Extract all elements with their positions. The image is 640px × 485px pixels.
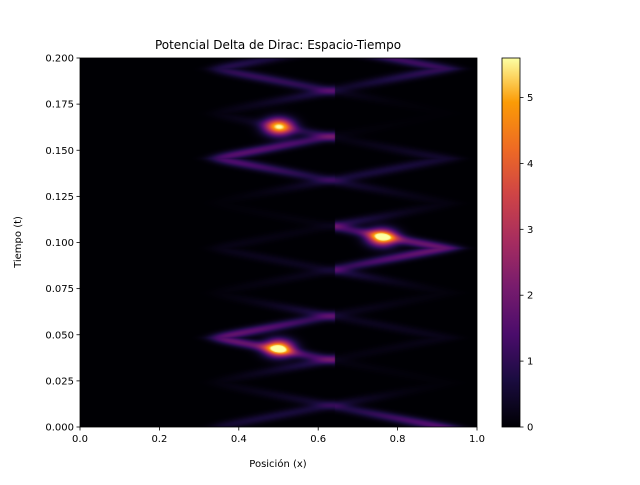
heatmap-image	[80, 58, 477, 427]
y-tick-label: 0.125	[45, 192, 74, 203]
x-tick-label: 0.8	[390, 434, 406, 445]
x-tick-label: 1.0	[469, 434, 485, 445]
x-tick-label: 0.0	[72, 434, 88, 445]
y-tick-label: 0.075	[45, 284, 74, 295]
y-tick-label: 0.000	[45, 423, 74, 434]
y-axis: 0.000 0.025 0.050 0.075 0.100 0.125 0.150 0.175…	[45, 54, 80, 434]
colorbar: 0 1 2 3 4 5	[501, 57, 533, 434]
y-tick-label: 0.175	[45, 100, 74, 111]
x-tick-label: 0.2	[151, 434, 167, 445]
y-axis-label: Tiempo (t)	[13, 216, 24, 269]
colorbar-tick-label: 3	[527, 225, 533, 236]
colorbar-gradient	[502, 58, 520, 427]
y-tick-label: 0.100	[45, 238, 74, 249]
colorbar-frame	[501, 57, 521, 428]
colorbar-tick-label: 2	[527, 291, 533, 302]
chart-title: Potencial Delta de Dirac: Espacio-Tiempo	[155, 38, 401, 52]
x-axis: 0.0 0.2 0.4 0.6 0.8 1.0	[72, 427, 485, 445]
colorbar-ticks: 0 1 2 3 4 5	[520, 93, 533, 434]
y-tick-label: 0.025	[45, 376, 74, 387]
colorbar-tick-label: 5	[527, 93, 533, 104]
x-tick-label: 0.4	[231, 434, 247, 445]
x-axis-label: Posición (x)	[249, 458, 307, 470]
y-tick-label: 0.200	[45, 54, 74, 65]
x-tick-label: 0.6	[310, 434, 326, 445]
colorbar-tick-label: 1	[527, 357, 533, 368]
y-tick-label: 0.050	[45, 330, 74, 341]
colorbar-tick-label: 0	[527, 423, 533, 434]
colorbar-tick-label: 4	[527, 159, 533, 170]
y-tick-label: 0.150	[45, 146, 74, 157]
plot-area	[79, 57, 478, 428]
